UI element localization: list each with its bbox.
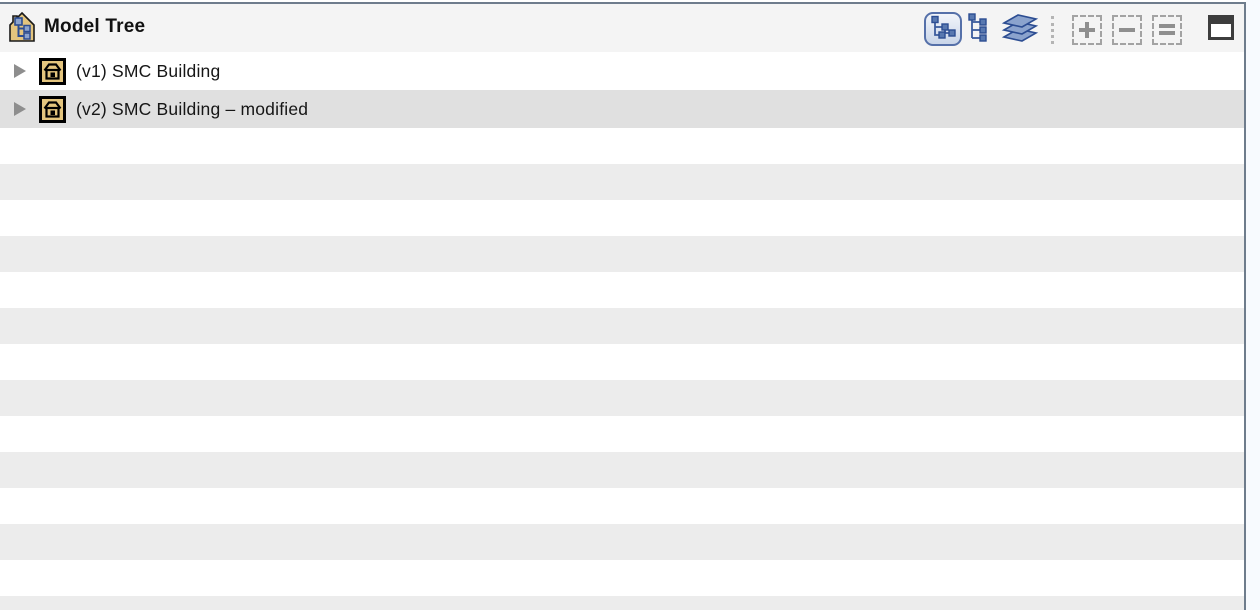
panel-outside-gutter — [1246, 0, 1260, 610]
layers-icon — [1000, 12, 1040, 48]
tree-hierarchy-view-button[interactable] — [924, 12, 962, 46]
tree-row-v2[interactable]: (v2) SMC Building – modified — [0, 90, 1244, 128]
model-tree-house-icon — [7, 11, 37, 43]
model-tree-panel: Model Tree — [0, 4, 1244, 610]
building-model-icon — [39, 57, 66, 85]
toolbar-separator — [1051, 16, 1054, 44]
vertical-list-tree-icon — [968, 12, 990, 47]
panel-top-border — [0, 2, 1246, 4]
expand-plus-icon — [1079, 22, 1095, 38]
vertical-list-tree-button[interactable] — [968, 12, 990, 47]
building-model-icon — [39, 95, 66, 123]
collapse-minus-icon — [1119, 22, 1135, 38]
expand-level-equals-icon — [1159, 22, 1175, 38]
panel-title: Model Tree — [44, 16, 146, 37]
layers-view-button[interactable] — [1000, 12, 1040, 48]
tree-row-label[interactable]: (v1) SMC Building — [76, 60, 221, 81]
tree-hierarchy-icon — [930, 15, 956, 44]
tree-row-v1[interactable]: (v1) SMC Building — [0, 52, 1244, 90]
collapse-all-button[interactable] — [1112, 15, 1142, 45]
expand-all-button[interactable] — [1072, 15, 1102, 45]
panel-header: Model Tree — [0, 4, 1244, 52]
model-tree-list: (v1) SMC Building (v2) SMC Building – mo… — [0, 52, 1244, 610]
expand-arrow-icon[interactable] — [14, 102, 26, 116]
expand-arrow-icon[interactable] — [14, 64, 26, 78]
maximize-panel-button[interactable] — [1208, 15, 1234, 40]
tree-row-label[interactable]: (v2) SMC Building – modified — [76, 98, 309, 119]
expand-to-level-button[interactable] — [1152, 15, 1182, 45]
panel-right-border — [1244, 2, 1246, 610]
maximize-panel-icon — [1211, 18, 1231, 24]
